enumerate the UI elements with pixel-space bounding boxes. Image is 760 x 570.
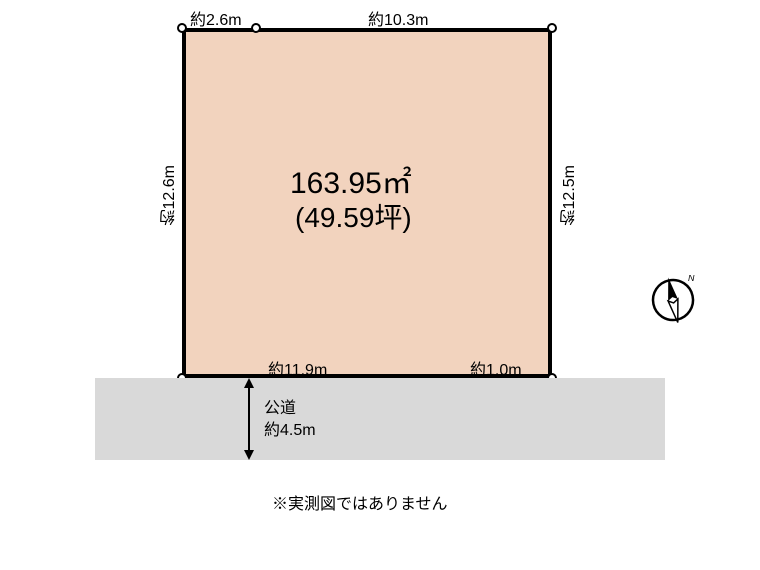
plot-vertex — [251, 23, 261, 33]
road-arrow-down — [244, 450, 254, 460]
plot-vertex — [177, 23, 187, 33]
dim-left: 約12.6m — [158, 165, 182, 225]
road-arrow-up — [244, 378, 254, 388]
dim-top-right: 約10.3m — [368, 6, 428, 30]
compass-icon: N — [648, 275, 698, 325]
dim-bottom-left: 約11.9m — [268, 356, 327, 380]
disclaimer-note: ※実測図ではありません — [272, 490, 448, 514]
dim-bottom-right: 約1.0m — [470, 356, 522, 380]
area-tsubo: (49.59坪) — [295, 196, 412, 236]
road-strip — [95, 378, 665, 460]
road-width: 約4.5m — [264, 422, 316, 439]
dim-top-left: 約2.6m — [190, 6, 242, 30]
road-label: 公道 約4.5m — [264, 398, 316, 443]
road-width-line — [248, 384, 250, 454]
plot-vertex — [547, 23, 557, 33]
road-type: 公道 — [264, 400, 296, 417]
svg-text:N: N — [688, 275, 695, 283]
dim-right: 約12.5m — [558, 165, 582, 225]
